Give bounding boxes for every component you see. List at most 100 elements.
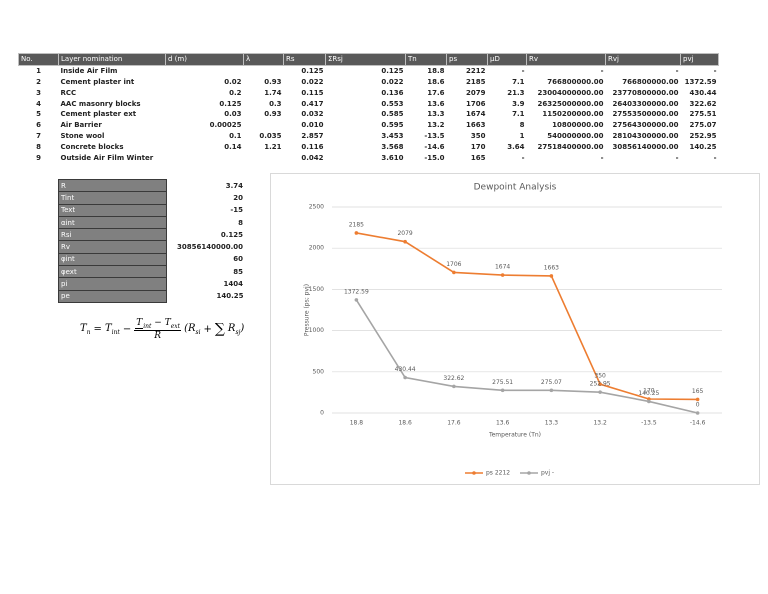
table-cell: - xyxy=(713,67,717,76)
table-cell: 766800000.00 xyxy=(622,77,679,86)
param-value: 85 xyxy=(233,267,243,276)
table-cell: 2.857 xyxy=(301,131,324,140)
table-cell: 2 xyxy=(36,77,41,86)
param-row: pe 140.25 xyxy=(58,289,246,303)
data-label: 430.44 xyxy=(395,366,416,373)
data-point xyxy=(403,375,407,380)
x-tick-label: 18.6 xyxy=(398,420,412,427)
param-label: φint xyxy=(58,252,167,267)
header-cell: λ xyxy=(243,53,284,66)
data-label: 275.51 xyxy=(492,379,513,386)
param-table: R 3.74 Tint 20 Text -15 αint 8 Rsi 0.125 Rv 3085614… xyxy=(58,178,246,303)
header-cell: Rvj xyxy=(605,53,681,66)
table-cell: 0.042 xyxy=(301,153,324,162)
table-cell: Air Barrier xyxy=(60,121,102,130)
table-cell: 0.125 xyxy=(381,67,404,76)
table-cell: 1150200000.00 xyxy=(542,110,604,119)
y-tick-label: 1500 xyxy=(309,286,324,293)
data-point xyxy=(647,399,651,404)
table-cell: 0.1 xyxy=(229,131,242,140)
param-value: 30856140000.00 xyxy=(177,243,243,252)
header-row: No. Layer nomination d (m) λ Rs ΣRsj Tn ps μD Rv R… xyxy=(18,53,719,66)
x-tick-label: 13.3 xyxy=(545,420,559,427)
table-cell: 0.14 xyxy=(224,142,242,151)
table-cell: Inside Air Film xyxy=(60,67,118,76)
table-cell: 0.93 xyxy=(264,110,282,119)
x-tick-label: 13.6 xyxy=(496,420,510,427)
table-cell: 9 xyxy=(36,153,41,162)
table-cell: 7.1 xyxy=(512,110,525,119)
table-cell: -13.5 xyxy=(424,131,445,140)
table-cell: 3.610 xyxy=(381,153,404,162)
header-cell: No. xyxy=(18,53,59,66)
data-label: 1663 xyxy=(544,264,559,271)
param-label: R xyxy=(58,178,167,193)
table-cell: 0.136 xyxy=(381,88,404,97)
table-cell: 23004000000.00 xyxy=(537,88,604,97)
param-label: pi xyxy=(58,277,167,291)
table-row: 5 Cement plaster ext 0.03 0.93 0.032 0.585 13.… xyxy=(19,109,719,120)
table-cell: 0.035 xyxy=(259,131,282,140)
table-cell: 1 xyxy=(519,131,525,140)
param-label: Rsi xyxy=(58,228,167,242)
table-cell: - xyxy=(521,153,525,162)
table-cell: 27553500000.00 xyxy=(612,110,679,119)
table-cell: -15.0 xyxy=(424,153,445,162)
param-row: Rsi 0.125 xyxy=(58,228,246,242)
data-point xyxy=(452,270,456,275)
table-cell: 18.8 xyxy=(427,67,445,76)
param-value: 60 xyxy=(233,255,243,264)
param-label: φext xyxy=(58,265,167,279)
param-row: Rv 30856140000.00 xyxy=(58,240,246,254)
table-cell xyxy=(244,120,284,131)
table-cell: 0.010 xyxy=(301,121,324,130)
table-cell: 3 xyxy=(36,88,41,97)
table-cell: 0.00025 xyxy=(209,121,242,130)
table-cell: 0.032 xyxy=(301,110,324,119)
layer-table: No. Layer nomination d (m) λ Rs ΣRsj Tn ps μD Rv R… xyxy=(18,53,719,163)
param-value: 8 xyxy=(238,218,243,227)
table-cell: 13.3 xyxy=(427,110,445,119)
table-cell: 3.64 xyxy=(507,142,525,151)
table-cell: Cement plaster int xyxy=(60,77,135,86)
table-cell: 13.2 xyxy=(427,121,445,130)
table-cell: 18.6 xyxy=(427,77,445,86)
data-label: 275.07 xyxy=(541,379,562,386)
table-cell: 0.93 xyxy=(264,77,282,86)
data-label: 252.95 xyxy=(590,381,611,388)
legend-marker xyxy=(472,471,476,475)
table-cell: Cement plaster ext xyxy=(60,110,137,119)
data-label: 322.62 xyxy=(443,375,464,382)
table-cell: 0.417 xyxy=(301,99,324,108)
table-row: 1 Inside Air Film 0.125 0.125 18.8 2212 - - - - xyxy=(19,65,719,76)
table-cell: 1674 xyxy=(466,110,486,119)
table-cell xyxy=(244,65,284,76)
data-label: 2079 xyxy=(397,230,412,237)
table-cell: 540000000.00 xyxy=(547,131,604,140)
table-cell: 13.6 xyxy=(427,99,445,108)
table-row: 8 Concrete blocks 0.14 1.21 0.116 3.568 -14.6 1… xyxy=(19,141,719,152)
param-row: Text -15 xyxy=(58,203,246,217)
table-cell: Stone wool xyxy=(60,131,105,140)
table-cell: 0.022 xyxy=(381,77,404,86)
header-cell: μD xyxy=(487,53,527,66)
data-label: 2185 xyxy=(349,221,364,228)
table-cell: AAC masonry blocks xyxy=(60,99,141,108)
table-cell: 26403300000.00 xyxy=(612,99,679,108)
table-cell: 275.07 xyxy=(689,121,717,130)
table-row: 6 Air Barrier 0.00025 0.010 0.595 13.2 1663 8 10… xyxy=(19,120,719,131)
legend-label: pvj - xyxy=(541,470,554,477)
table-cell: 165 xyxy=(470,153,486,162)
table-cell: 1663 xyxy=(466,121,486,130)
table-cell: 4 xyxy=(36,99,41,108)
header-cell: Rs xyxy=(283,53,326,66)
chart: Dewpoint Analysis Temperature (Tn) Press… xyxy=(270,173,760,485)
param-label: Tint xyxy=(58,191,167,205)
data-point xyxy=(500,273,505,277)
header-cell: Layer nomination xyxy=(58,53,166,66)
table-cell: 30856140000.00 xyxy=(612,142,679,151)
table-cell: 5 xyxy=(36,110,41,119)
param-row: R 3.74 xyxy=(58,178,246,193)
y-tick-label: 0 xyxy=(320,410,324,417)
